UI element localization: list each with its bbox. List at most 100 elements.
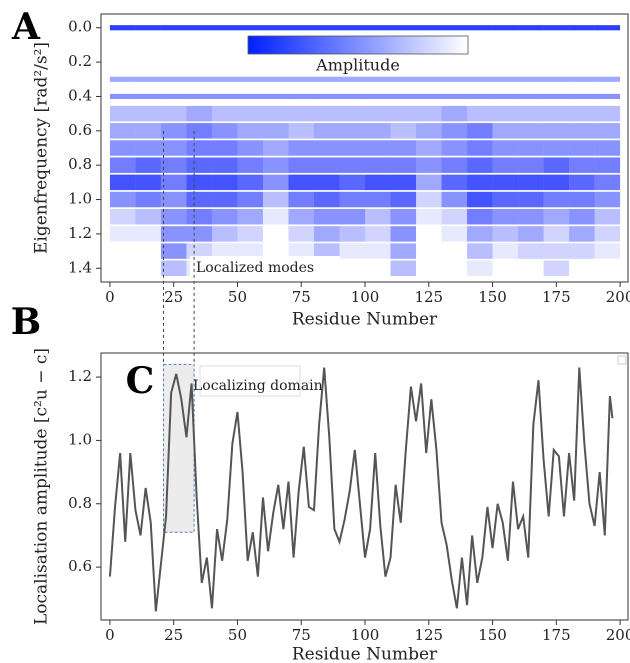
- heat-cell: [109, 191, 136, 208]
- heat-cell: [441, 105, 468, 122]
- heat-cell: [416, 157, 442, 173]
- heat-cell: [339, 226, 366, 242]
- heat-cell: [594, 191, 621, 208]
- heat-cell: [313, 243, 340, 259]
- heat-cell: [594, 105, 621, 122]
- heat-cell: [442, 261, 468, 276]
- panel-label: A: [11, 6, 41, 48]
- heat-cell: [441, 174, 468, 191]
- heat-cell: [467, 123, 493, 139]
- heat-cell: [594, 208, 621, 225]
- heat-cell: [135, 93, 161, 100]
- heat-cell: [441, 93, 468, 100]
- heat-cell: [288, 157, 314, 173]
- plot-frame: [100, 13, 629, 283]
- heat-cell: [262, 157, 289, 173]
- heat-cell: [313, 25, 340, 31]
- heat-cell: [492, 123, 519, 139]
- heat-cell: [569, 123, 595, 139]
- heat-cell: [262, 105, 289, 122]
- heat-cell: [543, 208, 570, 225]
- heat-cell: [543, 174, 570, 191]
- heat-cell: [569, 76, 595, 82]
- heat-cell: [288, 208, 314, 225]
- annotation-box: [199, 365, 301, 397]
- heat-cell: [237, 25, 263, 31]
- heat-cell: [390, 140, 417, 156]
- heat-cell: [109, 93, 136, 100]
- heat-cell: [288, 93, 314, 100]
- heat-cell: [339, 243, 366, 259]
- y-tick-label: 0.4: [68, 86, 92, 104]
- heat-cell: [594, 25, 621, 31]
- heat-cell: [339, 157, 366, 173]
- heat-cell: [160, 174, 187, 191]
- heat-cell: [263, 226, 289, 241]
- heat-cell: [441, 157, 468, 173]
- heat-cell: [492, 208, 519, 225]
- heat-cell: [543, 93, 570, 100]
- heat-cell: [390, 260, 417, 276]
- heat-cell: [186, 105, 212, 122]
- heat-cell: [339, 191, 366, 208]
- heat-cell: [390, 157, 417, 173]
- heat-cell: [365, 174, 391, 191]
- heat-cell: [492, 226, 519, 242]
- heat-cell: [569, 105, 595, 122]
- plot-frame: [100, 352, 629, 621]
- heat-cell: [518, 261, 544, 276]
- heat-cell: [365, 191, 391, 208]
- heat-cell: [237, 123, 263, 139]
- heat-cell: [390, 208, 417, 225]
- y-tick-label: 0.8: [68, 155, 92, 173]
- heat-cell: [339, 105, 366, 122]
- heat-cell: [518, 208, 544, 225]
- heat-cell: [594, 174, 621, 191]
- y-tick-label: 1.2: [68, 224, 92, 242]
- heat-cell: [339, 208, 366, 225]
- heat-cell: [339, 93, 366, 100]
- heat-cell: [339, 123, 366, 139]
- heat-cell: [492, 105, 519, 122]
- x-tick-label: 25: [164, 288, 183, 306]
- heat-cell: [365, 208, 391, 225]
- line: [108, 367, 614, 612]
- heat-cell: [135, 140, 161, 156]
- heat-cell: [365, 25, 391, 31]
- heat-cell: [467, 243, 493, 259]
- x-tick-label: 50: [228, 288, 247, 306]
- heat-cell: [416, 174, 442, 191]
- heat-cell: [594, 123, 621, 139]
- heat-cell: [135, 105, 161, 122]
- heat-cell: [237, 191, 263, 208]
- x-tick-label: 150: [478, 626, 507, 644]
- heat-cell: [467, 260, 493, 276]
- heat-cell: [110, 261, 136, 276]
- heat-cell: [441, 208, 468, 225]
- heat-cell: [518, 123, 544, 139]
- x-tick-label: 150: [478, 288, 507, 306]
- heat-cell: [518, 157, 544, 173]
- heat-cell: [211, 123, 238, 139]
- y-tick-label: 0.0: [68, 18, 92, 36]
- annotation: Localized modes: [196, 260, 314, 276]
- heat-cell: [416, 76, 442, 82]
- heat-cell: [518, 174, 544, 191]
- heat-cell: [186, 243, 212, 259]
- x-tick-label: 100: [351, 626, 380, 644]
- heat-cell: [518, 93, 544, 100]
- heat-cell: [365, 93, 391, 100]
- heat-cell: [569, 140, 595, 156]
- heat-cell: [518, 25, 544, 31]
- y-tick-label: 1.4: [68, 258, 92, 276]
- heat-cell: [211, 140, 238, 156]
- heat-cell: [339, 25, 366, 31]
- y-tick-label: 0.6: [68, 121, 92, 139]
- x-axis-label: Residue Number: [292, 310, 438, 330]
- y-axis-label: Localisation amplitude [c²u − c]: [32, 348, 52, 625]
- annotation-box: [190, 256, 340, 278]
- heat-cell: [262, 25, 289, 31]
- heat-cell: [262, 123, 289, 139]
- heat-cell: [467, 157, 493, 173]
